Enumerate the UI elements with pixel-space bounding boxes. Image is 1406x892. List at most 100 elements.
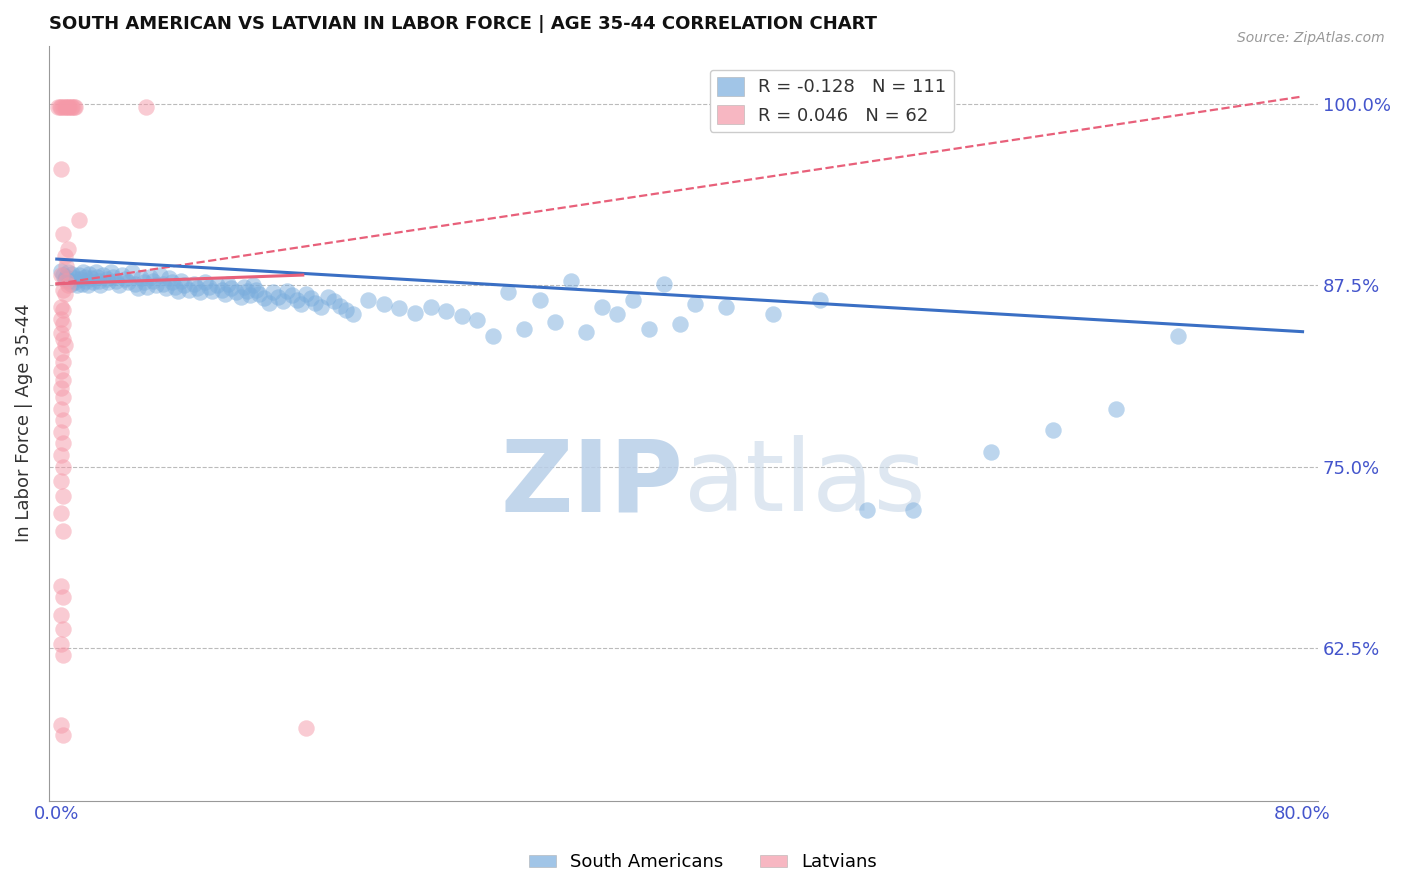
Point — [51, 268, 73, 282]
Point — [335, 302, 357, 317]
Point — [271, 294, 294, 309]
Point — [299, 291, 322, 305]
Point — [56, 278, 79, 293]
Point — [51, 718, 73, 732]
Point — [46, 100, 69, 114]
Legend: South Americans, Latvians: South Americans, Latvians — [522, 847, 884, 879]
Point — [245, 283, 267, 297]
Point — [342, 307, 364, 321]
Text: ZIP: ZIP — [501, 435, 683, 532]
Point — [591, 300, 613, 314]
Point — [82, 275, 104, 289]
Point — [544, 314, 567, 328]
Point — [69, 272, 91, 286]
Point — [52, 436, 75, 450]
Point — [77, 278, 100, 293]
Point — [52, 332, 75, 346]
Point — [101, 269, 124, 284]
Point — [247, 287, 270, 301]
Point — [529, 293, 551, 307]
Point — [52, 390, 75, 404]
Point — [148, 268, 170, 282]
Point — [52, 302, 75, 317]
Point — [239, 288, 262, 302]
Point — [481, 329, 503, 343]
Point — [285, 293, 308, 307]
Point — [716, 300, 738, 314]
Point — [96, 272, 118, 286]
Point — [55, 260, 77, 274]
Point — [52, 524, 75, 538]
Point — [434, 304, 457, 318]
Point — [52, 622, 75, 636]
Point — [155, 281, 177, 295]
Point — [165, 279, 187, 293]
Point — [170, 274, 193, 288]
Point — [55, 274, 77, 288]
Point — [59, 277, 82, 291]
Point — [84, 265, 107, 279]
Point — [117, 275, 139, 289]
Point — [167, 284, 190, 298]
Point — [262, 285, 284, 300]
Point — [683, 297, 706, 311]
Point — [72, 265, 94, 279]
Point — [89, 278, 111, 293]
Point — [214, 287, 236, 301]
Point — [217, 277, 239, 291]
Point — [75, 274, 97, 288]
Point — [357, 293, 380, 307]
Point — [560, 274, 582, 288]
Point — [52, 355, 75, 369]
Point — [111, 268, 134, 282]
Point — [173, 278, 195, 293]
Point — [51, 311, 73, 326]
Point — [205, 278, 228, 293]
Point — [152, 277, 174, 291]
Point — [145, 278, 167, 293]
Point — [808, 293, 831, 307]
Point — [51, 263, 73, 277]
Point — [52, 489, 75, 503]
Point — [53, 100, 76, 114]
Point — [108, 278, 131, 293]
Point — [160, 275, 183, 289]
Point — [311, 300, 333, 314]
Point — [53, 272, 76, 286]
Point — [59, 100, 82, 114]
Point — [66, 278, 89, 293]
Point — [100, 265, 122, 279]
Point — [51, 326, 73, 340]
Point — [388, 301, 411, 316]
Point — [323, 294, 346, 309]
Point — [183, 277, 205, 291]
Point — [242, 278, 264, 293]
Point — [55, 100, 77, 114]
Point — [121, 265, 143, 279]
Point — [56, 265, 79, 279]
Point — [257, 295, 280, 310]
Point — [211, 283, 233, 297]
Point — [51, 425, 73, 439]
Point — [652, 277, 675, 291]
Point — [295, 721, 318, 735]
Point — [70, 277, 93, 291]
Point — [139, 269, 162, 284]
Point — [97, 275, 120, 289]
Point — [63, 100, 86, 114]
Point — [65, 100, 87, 114]
Point — [127, 281, 149, 295]
Point — [1042, 424, 1064, 438]
Point — [232, 279, 254, 293]
Point — [80, 271, 103, 285]
Point — [79, 267, 101, 281]
Point — [55, 269, 77, 284]
Point — [575, 325, 598, 339]
Point — [52, 268, 75, 282]
Point — [52, 728, 75, 742]
Point — [329, 299, 352, 313]
Point — [73, 269, 96, 284]
Point — [295, 287, 318, 301]
Text: SOUTH AMERICAN VS LATVIAN IN LABOR FORCE | AGE 35-44 CORRELATION CHART: SOUTH AMERICAN VS LATVIAN IN LABOR FORCE… — [49, 15, 877, 33]
Point — [136, 279, 159, 293]
